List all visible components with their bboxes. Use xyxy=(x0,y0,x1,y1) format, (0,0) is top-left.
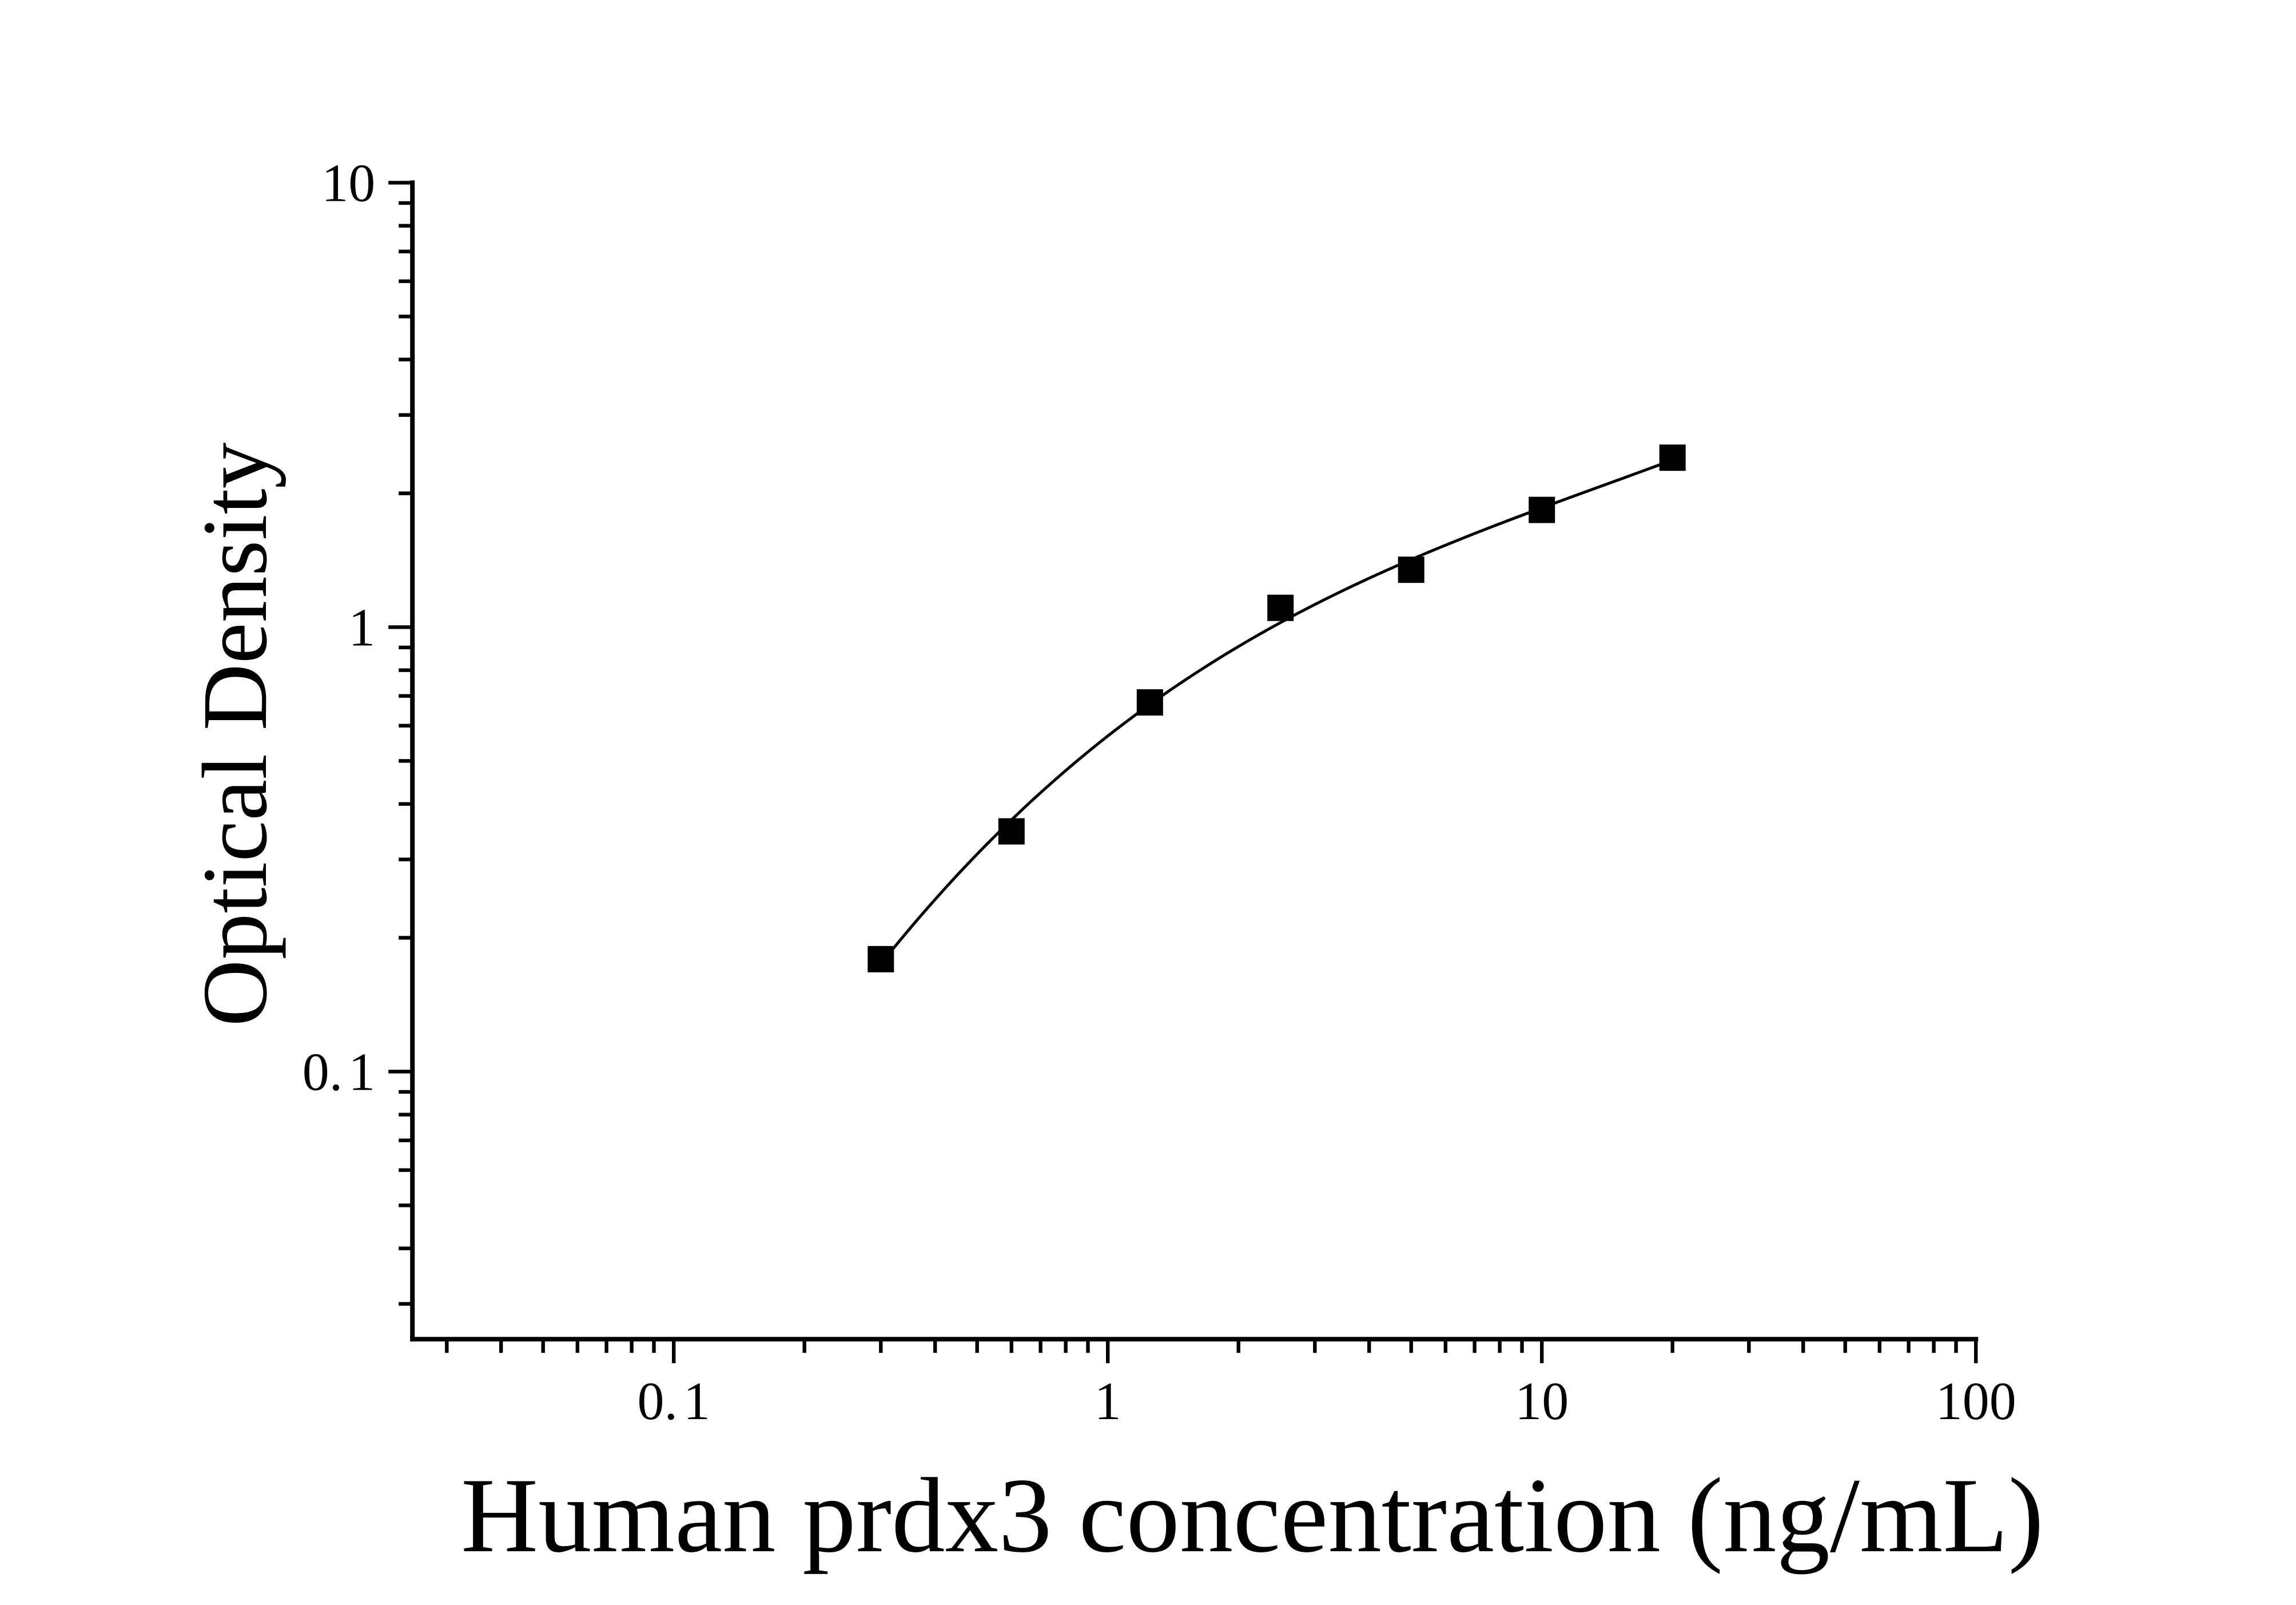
svg-text:0.1: 0. 1 xyxy=(303,1042,376,1102)
svg-text:10: 10 xyxy=(321,153,375,213)
svg-text:Human prdx3 concentration (ng/: Human prdx3 concentration (ng/mL) xyxy=(461,1456,2044,1575)
svg-text:Optical Density: Optical Density xyxy=(184,442,286,1026)
svg-text:1: 1 xyxy=(1095,1372,1121,1431)
svg-text:1: 1 xyxy=(348,598,375,657)
svg-text:0.1: 0. 1 xyxy=(637,1372,710,1431)
svg-text:10: 10 xyxy=(1515,1372,1569,1431)
svg-text:100: 100 xyxy=(1936,1372,2016,1431)
